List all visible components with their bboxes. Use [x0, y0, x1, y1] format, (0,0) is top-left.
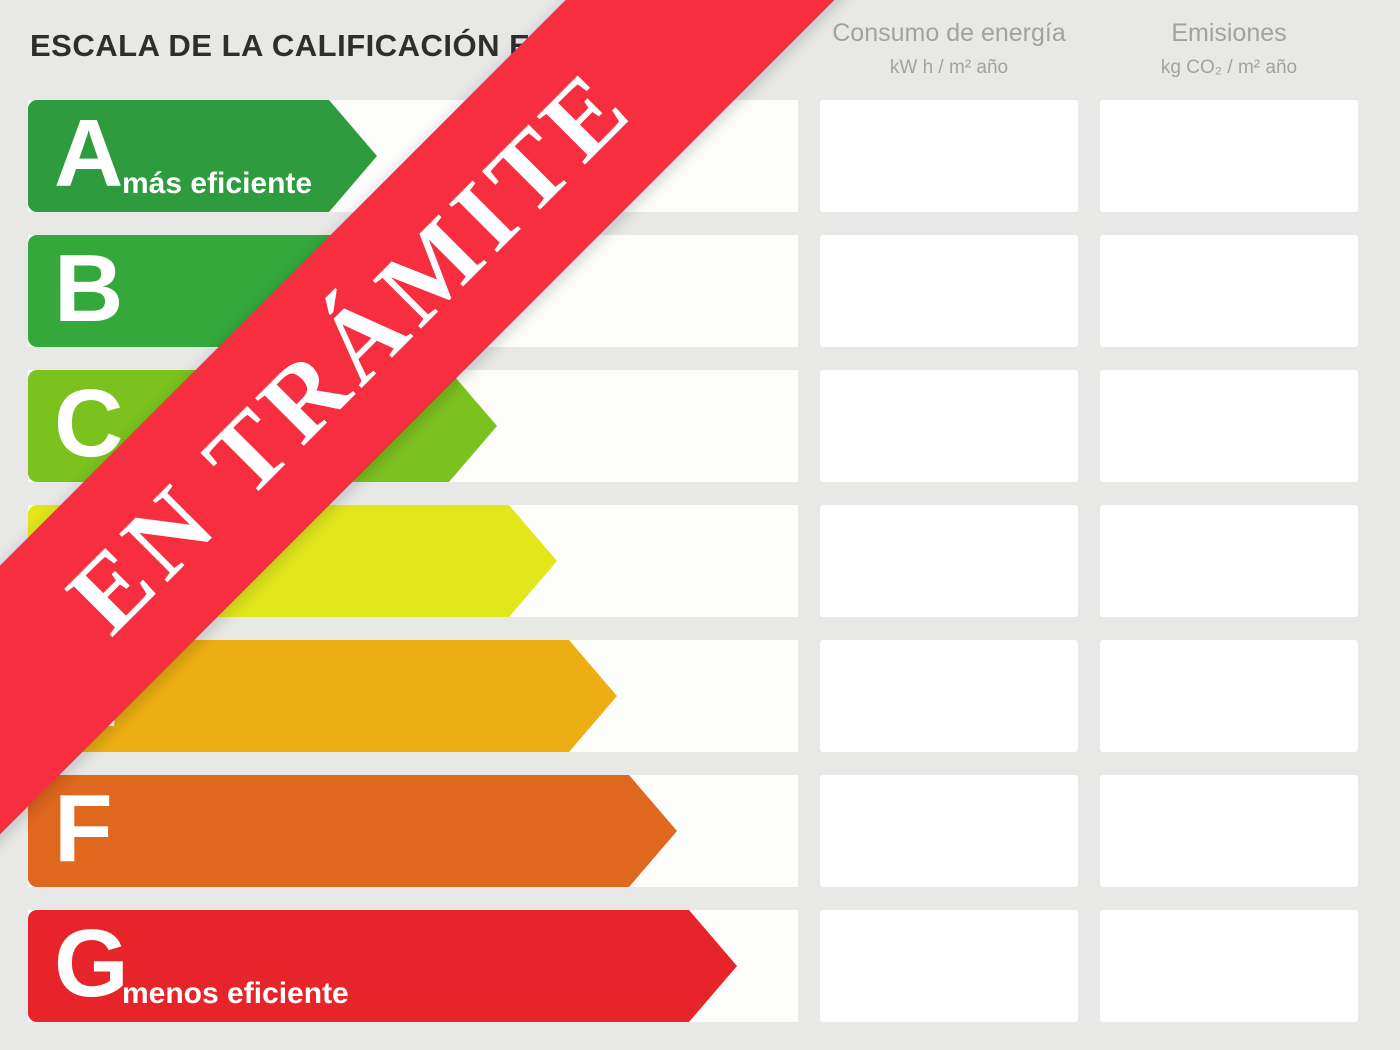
rating-bar-a: A más eficiente	[28, 100, 377, 212]
consumo-column-header: Consumo de energía kW h / m² año	[820, 18, 1078, 80]
consumo-header-unit: kW h / m² año	[889, 57, 1009, 78]
consumo-value-cell-f	[820, 775, 1078, 887]
consumo-value-cell-b	[820, 235, 1078, 347]
rating-letter-f: F	[54, 775, 113, 882]
emisiones-value-cell-g	[1100, 910, 1358, 1022]
emisiones-value-cell-d	[1100, 505, 1358, 617]
rating-row-g: G menos eficiente	[0, 910, 1400, 1022]
consumo-value-cell-e	[820, 640, 1078, 752]
emisiones-value-cell-b	[1100, 235, 1358, 347]
rating-row-f: F	[0, 775, 1400, 887]
rating-row-b: B	[0, 235, 1400, 347]
emisiones-header-label: Emisiones	[1171, 19, 1287, 47]
rating-bar-label-a: más eficiente	[122, 167, 313, 200]
consumo-header-label: Consumo de energía	[832, 19, 1066, 47]
rating-bar-label-g: menos eficiente	[122, 977, 349, 1010]
rating-row-e: E	[0, 640, 1400, 752]
rating-letter-a: A	[54, 100, 124, 207]
emisiones-value-cell-a	[1100, 100, 1358, 212]
emisiones-header-unit: kg CO₂ / m² año	[1160, 57, 1298, 78]
emisiones-value-cell-e	[1100, 640, 1358, 752]
rating-letter-g: G	[54, 910, 129, 1017]
consumo-value-cell-g	[820, 910, 1078, 1022]
emisiones-value-cell-f	[1100, 775, 1358, 887]
emisiones-value-cell-c	[1100, 370, 1358, 482]
consumo-value-cell-c	[820, 370, 1078, 482]
rating-bar-f: F	[28, 775, 677, 887]
rating-letter-b: B	[54, 235, 124, 342]
consumo-value-cell-a	[820, 100, 1078, 212]
emisiones-column-header: Emisiones kg CO₂ / m² año	[1100, 18, 1358, 80]
consumo-value-cell-d	[820, 505, 1078, 617]
rating-bar-g: G menos eficiente	[28, 910, 737, 1022]
